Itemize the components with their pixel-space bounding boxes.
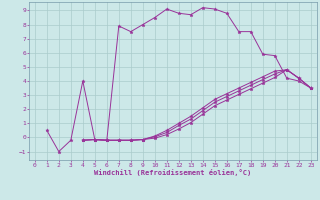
X-axis label: Windchill (Refroidissement éolien,°C): Windchill (Refroidissement éolien,°C)	[94, 169, 252, 176]
